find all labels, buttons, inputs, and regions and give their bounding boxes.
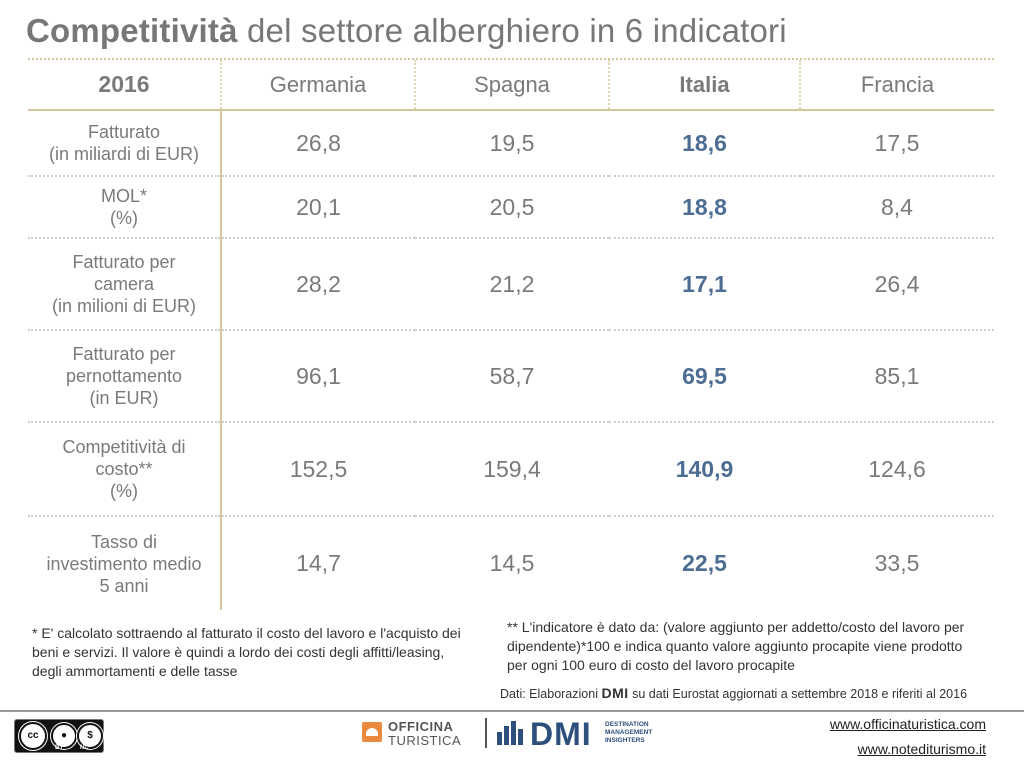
row-label: Fatturato (in miliardi di EUR) (28, 110, 222, 177)
table-row-competitivita-costo: Competitività di costo** (%) 152,5 159,4… (28, 422, 994, 517)
dmi-tagline-line: INSIGHTERS (605, 737, 645, 744)
header-year: 2016 (28, 60, 221, 111)
value-spagna: 20,5 (415, 176, 609, 239)
row-label-line: investimento medio (46, 553, 202, 574)
header-italia: Italia (608, 60, 800, 111)
row-label-line: Fatturato per (72, 252, 176, 272)
license-by-label: BY (55, 745, 64, 751)
creative-commons-by-nc-icon[interactable]: cc ● $ BY NC (14, 719, 104, 753)
source-prefix: Dati: Elaborazioni (500, 687, 602, 701)
officina-turistica-logo-icon (362, 722, 382, 742)
value-spagna: 21,2 (415, 238, 609, 331)
row-label-line: camera (93, 274, 155, 294)
cc-icon: cc (19, 722, 47, 750)
value-italia: 69,5 (609, 330, 800, 423)
footnote-competitivita: ** L'indicatore è dato da: (valore aggiu… (507, 619, 965, 673)
value-francia: 124,6 (800, 422, 994, 517)
source-note: Dati: Elaborazioni DMI su dati Eurostat … (500, 685, 967, 701)
row-label-line: (in milioni di EUR) (51, 296, 197, 316)
row-label: MOL* (%) (28, 176, 222, 239)
row-label-line: (%) (110, 481, 138, 501)
value-francia: 33,5 (874, 550, 920, 576)
indicators-table: 2016 Germania Spagna Italia Francia Fatt… (28, 60, 994, 610)
value-italia: 17,1 (609, 238, 800, 331)
attribution-icon: ● (51, 723, 77, 749)
header-germania: Germania (220, 60, 415, 111)
row-label: Fatturato per pernottamento (in EUR) (28, 330, 222, 423)
footer-divider (0, 710, 1024, 712)
source-suffix: su dati Eurostat aggiornati a settembre … (628, 687, 968, 701)
value-germania: 28,2 (221, 238, 415, 331)
link-notediturismo[interactable]: www.notediturismo.it (857, 741, 986, 757)
value-spagna: 19,5 (415, 110, 609, 177)
value-germania: 152,5 (221, 422, 415, 517)
officina-turistica-logo: OFFICINA TURISTICA (388, 720, 461, 748)
logo-line-1: OFFICINA (388, 719, 454, 734)
value-italia: 22,5 (682, 550, 727, 576)
logo-line-2: TURISTICA (388, 733, 462, 748)
row-label-line: Competitività di (62, 437, 186, 457)
value-germania: 26,8 (221, 110, 415, 177)
table-row-fatturato: Fatturato (in miliardi di EUR) 26,8 19,5… (28, 110, 994, 177)
dmi-tagline-line: MANAGEMENT (605, 729, 653, 736)
row-label-line: Fatturato per (72, 344, 176, 364)
logo-divider (485, 718, 487, 748)
value-spagna: 14,5 (489, 550, 535, 576)
table-row-tasso-investimento: Tasso di investimento medio 5 anni 14,7 … (28, 516, 994, 610)
value-italia: 18,6 (609, 110, 800, 177)
value-francia: 85,1 (800, 330, 994, 423)
table-row-fatturato-camera: Fatturato per camera (in milioni di EUR)… (28, 238, 994, 331)
license-nc-label: NC (80, 745, 89, 751)
dmi-tagline-line: DESTINATION (605, 721, 649, 728)
page-title-rest: del settore alberghiero in 6 indicatori (237, 12, 787, 49)
source-brand: DMI (601, 685, 629, 701)
header-francia: Francia (799, 60, 994, 111)
value-spagna: 159,4 (415, 422, 609, 517)
row-label-line: 5 anni (99, 575, 149, 596)
link-officinaturistica[interactable]: www.officinaturistica.com (829, 716, 986, 732)
value-francia: 26,4 (800, 238, 994, 331)
page-title-bold: Competitività (26, 12, 238, 49)
row-label-line: (in miliardi di EUR) (48, 144, 200, 164)
row-label: Tasso di investimento medio 5 anni (28, 516, 222, 610)
value-italia: 140,9 (609, 422, 800, 517)
footnote-mol: * E' calcolato sottraendo al fatturato i… (32, 625, 461, 679)
row-label-line: Fatturato (87, 122, 161, 142)
value-francia: 8,4 (800, 176, 994, 239)
page-title: Competitività del settore alberghiero in… (26, 12, 787, 50)
dmi-logo-icon (497, 721, 523, 745)
row-label-line: pernottamento (65, 366, 183, 386)
row-label-line: MOL* (100, 186, 147, 206)
row-label-line: costo** (95, 459, 153, 479)
row-label: Competitività di costo** (%) (28, 422, 222, 517)
value-francia: 17,5 (800, 110, 994, 177)
value-italia: 18,8 (609, 176, 800, 239)
table-row-fatturato-pernottamento: Fatturato per pernottamento (in EUR) 96,… (28, 330, 994, 423)
noncommercial-icon: $ (77, 723, 103, 749)
top-divider (28, 58, 994, 60)
dmi-logo-word: DMI (530, 716, 592, 752)
value-germania: 20,1 (221, 176, 415, 239)
row-label-line: (in EUR) (89, 388, 159, 408)
value-germania: 96,1 (221, 330, 415, 423)
row-label-line: (%) (110, 208, 138, 228)
row-label-line: Tasso di (90, 531, 158, 552)
row-label: Fatturato per camera (in milioni di EUR) (28, 238, 222, 331)
value-germania: 14,7 (296, 550, 341, 576)
table-header-row: 2016 Germania Spagna Italia Francia (28, 60, 994, 111)
header-spagna: Spagna (414, 60, 609, 111)
table-row-mol: MOL* (%) 20,1 20,5 18,8 8,4 (28, 176, 994, 239)
dmi-tagline: DESTINATION MANAGEMENT INSIGHTERS (605, 721, 652, 745)
value-spagna: 58,7 (415, 330, 609, 423)
